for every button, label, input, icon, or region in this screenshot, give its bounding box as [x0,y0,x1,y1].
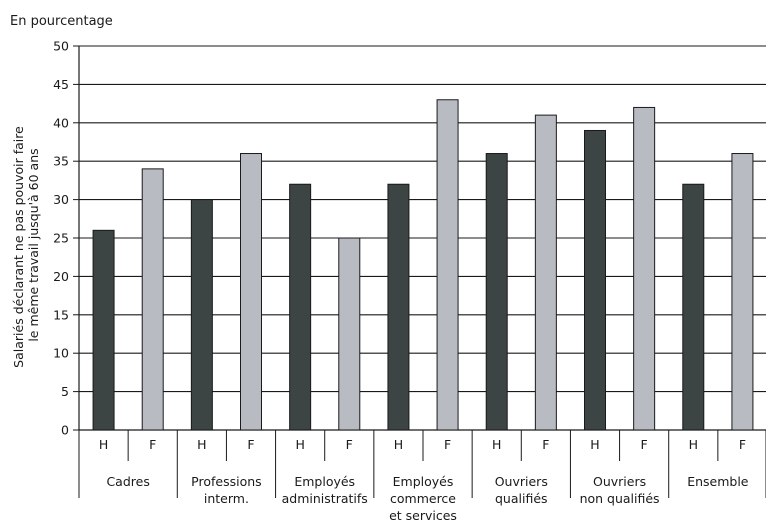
y-tick-label: 25 [53,231,69,246]
category-label: administratifs [282,491,368,506]
y-tick-label: 40 [53,115,69,130]
sex-label: H [590,437,599,452]
bar-f [338,237,361,431]
category-label: Cadres [106,474,149,489]
unit-label: En pourcentage [10,14,113,29]
category-label: Ouvriers [593,474,646,489]
sex-label: F [346,437,353,452]
y-tick-label: 45 [53,77,69,92]
sex-label: H [295,437,304,452]
category-label: qualifiés [495,491,548,506]
sex-label: F [444,437,451,452]
y-axis-label-line-2: le même travail jusqu'à 60 ans [26,148,41,341]
bar-h [289,183,312,431]
sex-label: H [689,437,698,452]
bar-f [534,114,557,431]
category-label: non qualifiés [580,491,660,506]
y-tick-label: 30 [53,192,69,207]
y-tick-label: 5 [61,384,69,399]
sex-label: H [197,437,206,452]
sex-label: F [542,437,549,452]
category-label: Ensemble [687,474,749,489]
category-label: Employés [294,474,355,489]
y-tick-label: 15 [53,307,69,322]
sex-label: F [149,437,156,452]
category-label: interm. [204,491,249,506]
sex-label: F [739,437,746,452]
category-label: Professions [191,474,262,489]
bar-h [387,183,410,431]
y-tick-label: 20 [53,269,69,284]
bar-f [436,99,459,431]
bar-h [190,199,213,431]
sex-label: F [641,437,648,452]
bar-f [731,153,754,431]
bar-f [240,153,262,431]
bar-h [485,153,508,431]
sex-label: H [99,437,108,452]
category-label: et services [389,508,457,523]
sex-label: H [394,437,403,452]
y-tick-label: 0 [61,423,69,438]
category-label: Employés [393,474,454,489]
bar-h [584,129,606,431]
category-label: commerce [390,491,456,506]
bar-f [633,106,656,431]
y-tick-label: 50 [53,39,69,54]
sex-label: F [247,437,254,452]
y-axis-label-line-1: Salariés déclarant ne pas pouvoir faire [11,126,26,368]
y-tick-label: 10 [53,346,69,361]
plot-area: 0 5 10 15 20 25 30 35 40 45 50 H F Cadres H F Profession… [53,39,766,523]
bar-h [682,183,705,431]
y-axis-label: Salariés déclarant ne pas pouvoir faire … [11,122,41,368]
sex-label: H [492,437,501,452]
category-label: Ouvriers [495,474,548,489]
bar-f [141,168,164,431]
bar-h [92,229,115,431]
y-tick-label: 35 [53,154,69,169]
